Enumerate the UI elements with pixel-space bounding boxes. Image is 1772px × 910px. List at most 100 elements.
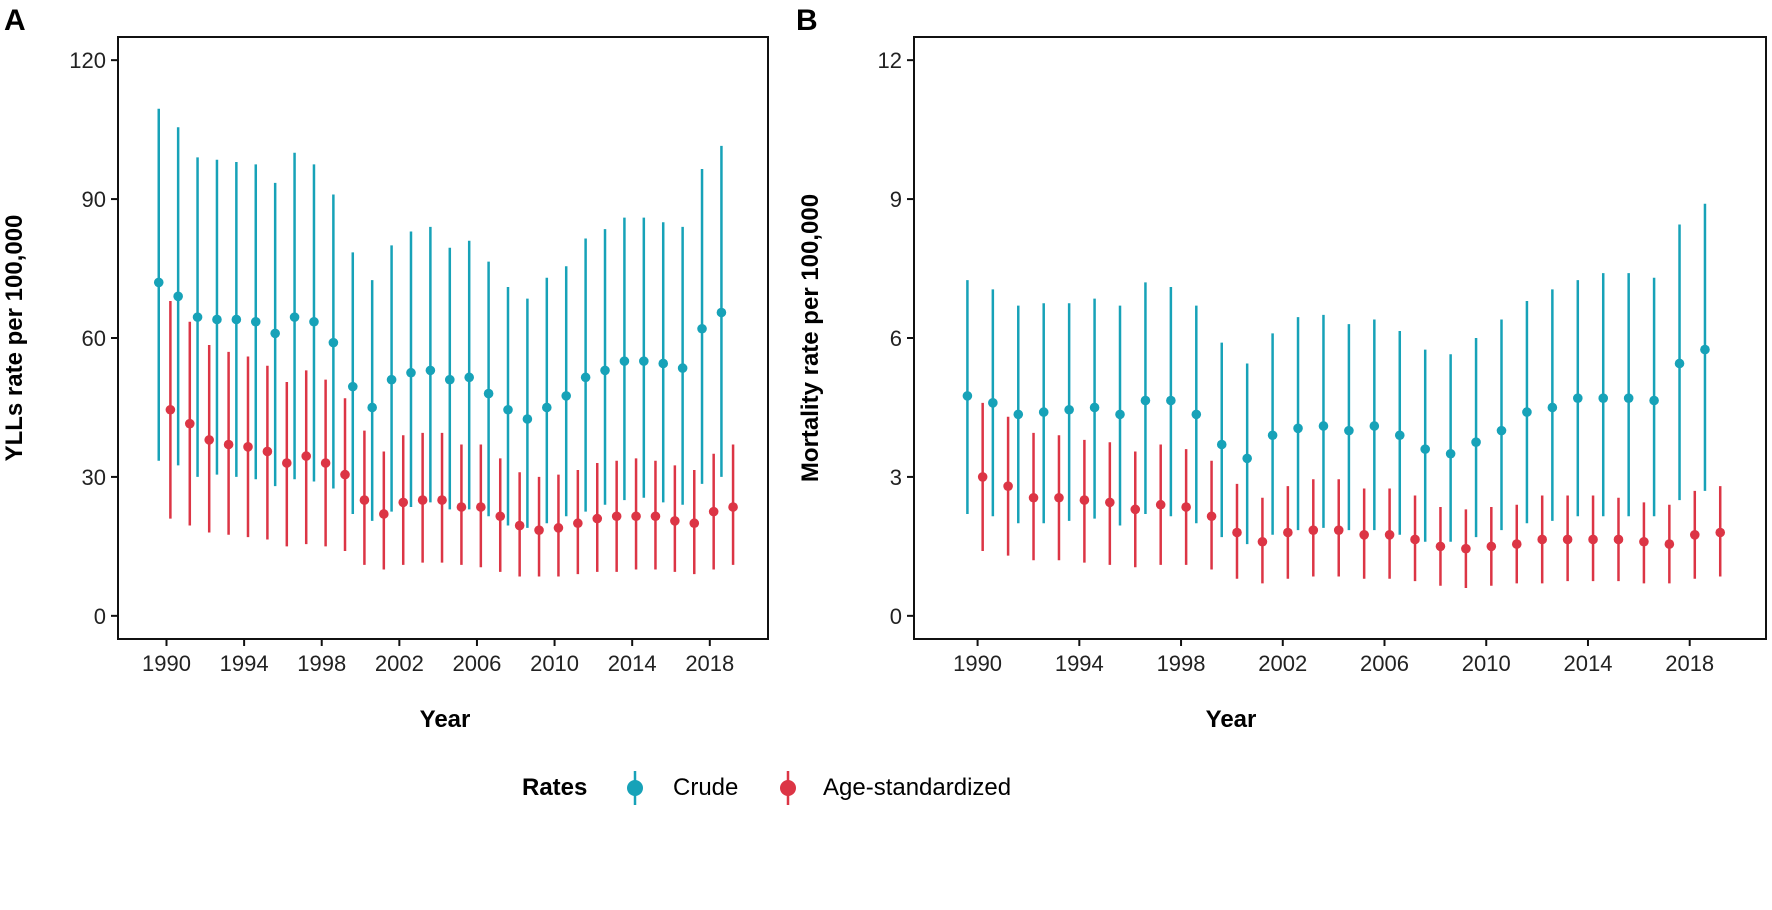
panel-a-age-standardized-point — [689, 518, 700, 529]
panel-a-crude-point — [639, 356, 649, 366]
panel-b-crude-point — [1038, 407, 1049, 417]
panel-a-crude-point — [367, 402, 377, 413]
panel-b-x-tick-label: 1990 — [953, 651, 1002, 676]
panel-a-age-standardized-point — [573, 518, 583, 529]
panel-a-x-tick-label: 2002 — [375, 651, 424, 676]
panel-a-x-tick-label: 2010 — [530, 651, 579, 676]
panel-b-x-axis-title: Year — [1206, 706, 1257, 733]
panel-b-crude-point — [1013, 409, 1024, 420]
panel-a-age-standardized-point — [165, 404, 176, 415]
panel-a-age-standardized-point — [670, 516, 680, 526]
panel-a-crude-point — [522, 414, 533, 424]
panel-a-x-tick-label: 2014 — [608, 651, 657, 676]
panel-b-crude-point — [1344, 425, 1354, 436]
panel-b-age-standardized-point — [1715, 527, 1726, 538]
panel-b-y-tick-label: 9 — [890, 187, 902, 212]
panel-b-crude-point — [1496, 425, 1507, 436]
panel-a-age-standardized-point — [592, 513, 603, 524]
panel-b-crude-point — [1267, 430, 1278, 441]
panel-a-age-standardized-point — [262, 446, 273, 457]
panel-a-y-tick-label: 90 — [82, 187, 106, 212]
panel-b-x-tick-label: 2010 — [1462, 651, 1511, 676]
panel-a-crude-point — [444, 374, 455, 385]
panel-b-x-tick-label: 2006 — [1360, 651, 1409, 676]
panel-b-crude-point — [1522, 407, 1532, 417]
panel-a-x-axis-title: Year — [420, 706, 471, 733]
panel-a-marks — [153, 108, 738, 577]
panel-b-age-standardized-point — [1689, 530, 1700, 540]
panel-b-age-standardized-point — [1511, 539, 1522, 549]
panel-a-crude-point — [386, 374, 397, 385]
panel-a-age-standardized-point — [456, 502, 467, 512]
panel-b-age-standardized-point — [1181, 502, 1191, 512]
panel-b-age-standardized-point — [1562, 534, 1573, 545]
panel-b-age-standardized-point — [1664, 539, 1675, 549]
panel-a-crude-point — [212, 314, 222, 325]
panel-a-age-standardized-point — [437, 495, 447, 505]
panel-b-x-tick-label: 1994 — [1055, 651, 1104, 676]
panel-a-crude-point — [270, 328, 280, 339]
panel-a-crude-point — [600, 365, 610, 376]
panel-b-crude-point — [1216, 439, 1227, 450]
panel-b-age-standardized-point — [1130, 504, 1141, 515]
panel-a-crude-point — [173, 291, 183, 302]
panel-a-letter: A — [4, 4, 26, 37]
panel-b-age-standardized-point — [1028, 492, 1039, 503]
panel-a-crude-point — [192, 312, 203, 322]
panel-a-crude-point — [619, 356, 630, 366]
panel-a-age-standardized-point — [650, 511, 661, 522]
panel-b-crude-point — [1064, 404, 1074, 415]
panel-b-letter: B — [796, 4, 818, 37]
panel-b-age-standardized-point — [1537, 534, 1547, 545]
panel-a-age-standardized-point — [204, 435, 214, 445]
panel-a-crude-point — [250, 316, 261, 327]
panel-b-age-standardized-point — [1079, 495, 1090, 505]
panel-a-age-standardized-point — [417, 495, 428, 505]
panel-a-crude-point — [697, 323, 707, 334]
panel-b-age-standardized-point — [1206, 511, 1217, 522]
panel-b-crude-point — [1369, 421, 1380, 431]
panel-b-age-standardized-point — [1410, 534, 1420, 545]
panel-a-crude-point — [561, 391, 572, 401]
panel-a-crude-point — [658, 358, 669, 369]
panel-b-y-tick-label: 12 — [878, 48, 902, 73]
panel-b-crude-point — [962, 391, 973, 401]
panel-a-y-tick-label: 60 — [82, 326, 106, 351]
panel-a-crude-point — [406, 367, 416, 378]
panel-a-age-standardized-point — [184, 418, 195, 429]
panel-b-crude-point — [1166, 395, 1176, 406]
panel-b-marks — [962, 203, 1726, 589]
panel-b-age-standardized-point — [1155, 499, 1166, 510]
panel-b-age-standardized-point — [1283, 527, 1293, 538]
panel-a-age-standardized-point — [301, 451, 312, 461]
panel-a-crude-point — [309, 316, 319, 327]
panel-a-y-tick-label: 30 — [82, 465, 106, 490]
legend: Rates Crude Age-standardized — [522, 771, 1011, 805]
panel-a-crude-point — [231, 314, 242, 325]
panel-b-x-tick-label: 2018 — [1665, 651, 1714, 676]
panel-a-age-standardized-point — [359, 495, 370, 505]
panel-b: B 0 3 6 9 12 1990 1994 1998 2002 2006 2010 2014 2018… — [796, 4, 1767, 733]
panel-b-y-tick-label: 0 — [890, 604, 902, 629]
panel-b-age-standardized-point — [1435, 541, 1446, 552]
panel-a-x-tick-label: 2018 — [685, 651, 734, 676]
panel-b-plot-frame — [913, 36, 1767, 640]
panel-a-crude-point — [677, 363, 688, 373]
panel-b-age-standardized-point — [1257, 536, 1268, 547]
legend-item-age-standardized: Age-standardized — [780, 771, 1011, 805]
panel-a-y-tick-label: 120 — [69, 48, 106, 73]
panel-b-crude-point — [1394, 430, 1405, 441]
panel-b-age-standardized-point — [1461, 543, 1471, 554]
panel-a-y-axis-title: YLLs rate per 100,000 — [1, 215, 28, 462]
panel-b-crude-point — [1293, 423, 1303, 434]
panel-b-crude-point — [1700, 344, 1710, 355]
panel-b-age-standardized-point — [1588, 534, 1598, 545]
legend-item-crude: Crude — [627, 771, 738, 805]
panel-b-age-standardized-point — [1003, 481, 1013, 491]
panel-b-crude-point — [1318, 421, 1329, 431]
panel-b-age-standardized-point — [977, 472, 988, 482]
panel-b-crude-point — [1115, 409, 1125, 420]
panel-a-crude-point — [580, 372, 591, 383]
panel-a-age-standardized-point — [611, 511, 622, 522]
panel-a-crude-point — [328, 337, 339, 348]
